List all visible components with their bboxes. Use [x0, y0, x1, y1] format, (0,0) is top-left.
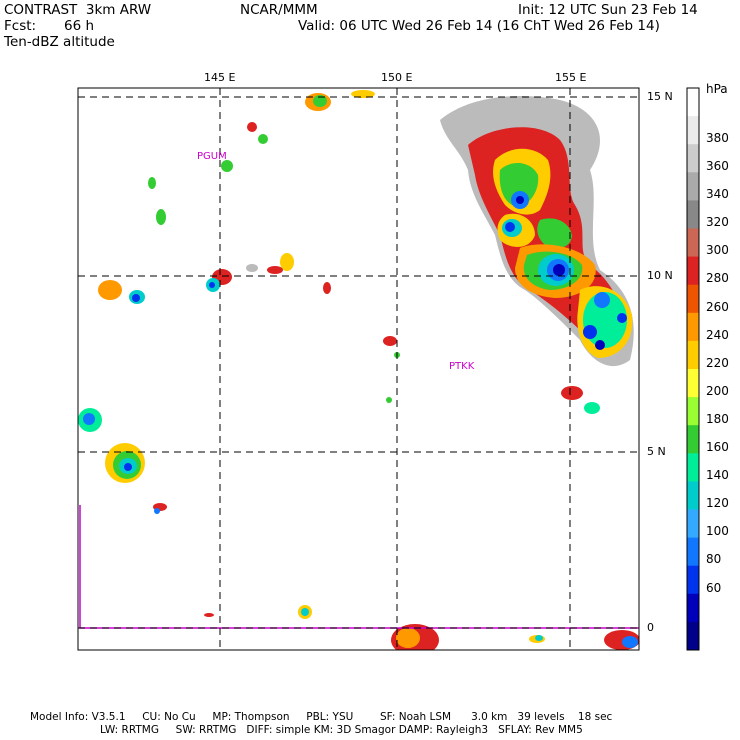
boundary-line — [79, 505, 639, 629]
station-label-ptkk: PTKK — [449, 361, 475, 372]
colorbar-level-label: 60 — [706, 580, 722, 595]
model-info-line2: LW: RRTMG SW: RRTMG DIFF: simple KM: 3D … — [100, 724, 583, 736]
colorbar-swatch — [687, 200, 699, 229]
colorbar-unit: hPa — [706, 82, 728, 96]
scattered-cells — [78, 90, 639, 650]
station-label-pgum: PGUM — [197, 151, 227, 162]
colorbar-level-label: 280 — [706, 271, 729, 286]
lat-label-0: 0 — [647, 621, 654, 634]
colorbar-swatch — [687, 481, 699, 510]
colorbar-level-label: 260 — [706, 299, 729, 314]
colorbar-swatch — [687, 397, 699, 426]
colorbar-level-label: 140 — [706, 468, 729, 483]
lat-label-15n: 15 N — [647, 90, 673, 103]
colorbar-swatch — [687, 509, 699, 539]
center-label: NCAR/MMM — [240, 2, 318, 18]
valid-time: Valid: 06 UTC Wed 26 Feb 14 (16 ChT Wed … — [298, 18, 660, 34]
colorbar-swatch — [687, 537, 699, 567]
colorbar-swatch — [687, 172, 699, 201]
colorbar-swatch — [687, 593, 699, 623]
storm-complex-northeast — [440, 96, 634, 367]
colorbar-level-label: 360 — [706, 159, 729, 174]
plot-frame — [77, 87, 640, 651]
lon-label-150: 150 E — [381, 71, 413, 84]
colorbar-swatch — [687, 425, 699, 454]
colorbar-swatch — [687, 256, 699, 286]
colorbar-swatch — [687, 312, 699, 342]
colorbar-swatch — [687, 340, 699, 370]
init-time: Init: 12 UTC Sun 23 Feb 14 — [518, 2, 698, 18]
colorbar-swatch — [687, 284, 699, 314]
lat-lon-grid — [78, 88, 639, 650]
colorbar-level-label: 80 — [706, 552, 722, 567]
colorbar-swatch — [687, 621, 699, 651]
colorbar-level-label: 180 — [706, 411, 729, 426]
colorbar-level-label: 300 — [706, 243, 729, 258]
model-info-line1: Model Info: V3.5.1 CU: No Cu MP: Thompso… — [30, 711, 613, 723]
model-title: CONTRAST 3km ARW — [4, 2, 152, 18]
colorbar-level-label: 220 — [706, 355, 729, 370]
reflectivity-field — [78, 90, 639, 650]
colorbar-swatch — [687, 453, 699, 482]
fcst-value: 66 h — [64, 18, 95, 34]
colorbar-swatch — [687, 144, 699, 173]
lon-label-155: 155 E — [555, 71, 587, 84]
colorbar-frame — [686, 87, 700, 651]
colorbar-level-label: 380 — [706, 130, 729, 145]
colorbar — [686, 87, 700, 651]
lat-label-5n: 5 N — [647, 445, 666, 458]
colorbar-swatch — [687, 565, 699, 595]
colorbar-level-label: 200 — [706, 383, 729, 398]
colorbar-level-label: 340 — [706, 187, 729, 202]
colorbar-swatch — [687, 88, 699, 117]
colorbar-level-label: 100 — [706, 524, 729, 539]
fcst-label: Fcst: — [4, 18, 37, 34]
colorbar-level-label: 240 — [706, 327, 729, 342]
lat-label-10n: 10 N — [647, 269, 673, 282]
colorbar-level-label: 320 — [706, 215, 729, 230]
lon-label-145: 145 E — [204, 71, 236, 84]
colorbar-swatch — [687, 228, 699, 258]
colorbar-level-label: 120 — [706, 496, 729, 511]
colorbar-swatch — [687, 116, 699, 145]
colorbar-swatch — [687, 369, 699, 398]
field-name: Ten-dBZ altitude — [4, 34, 115, 50]
colorbar-level-label: 160 — [706, 440, 729, 455]
